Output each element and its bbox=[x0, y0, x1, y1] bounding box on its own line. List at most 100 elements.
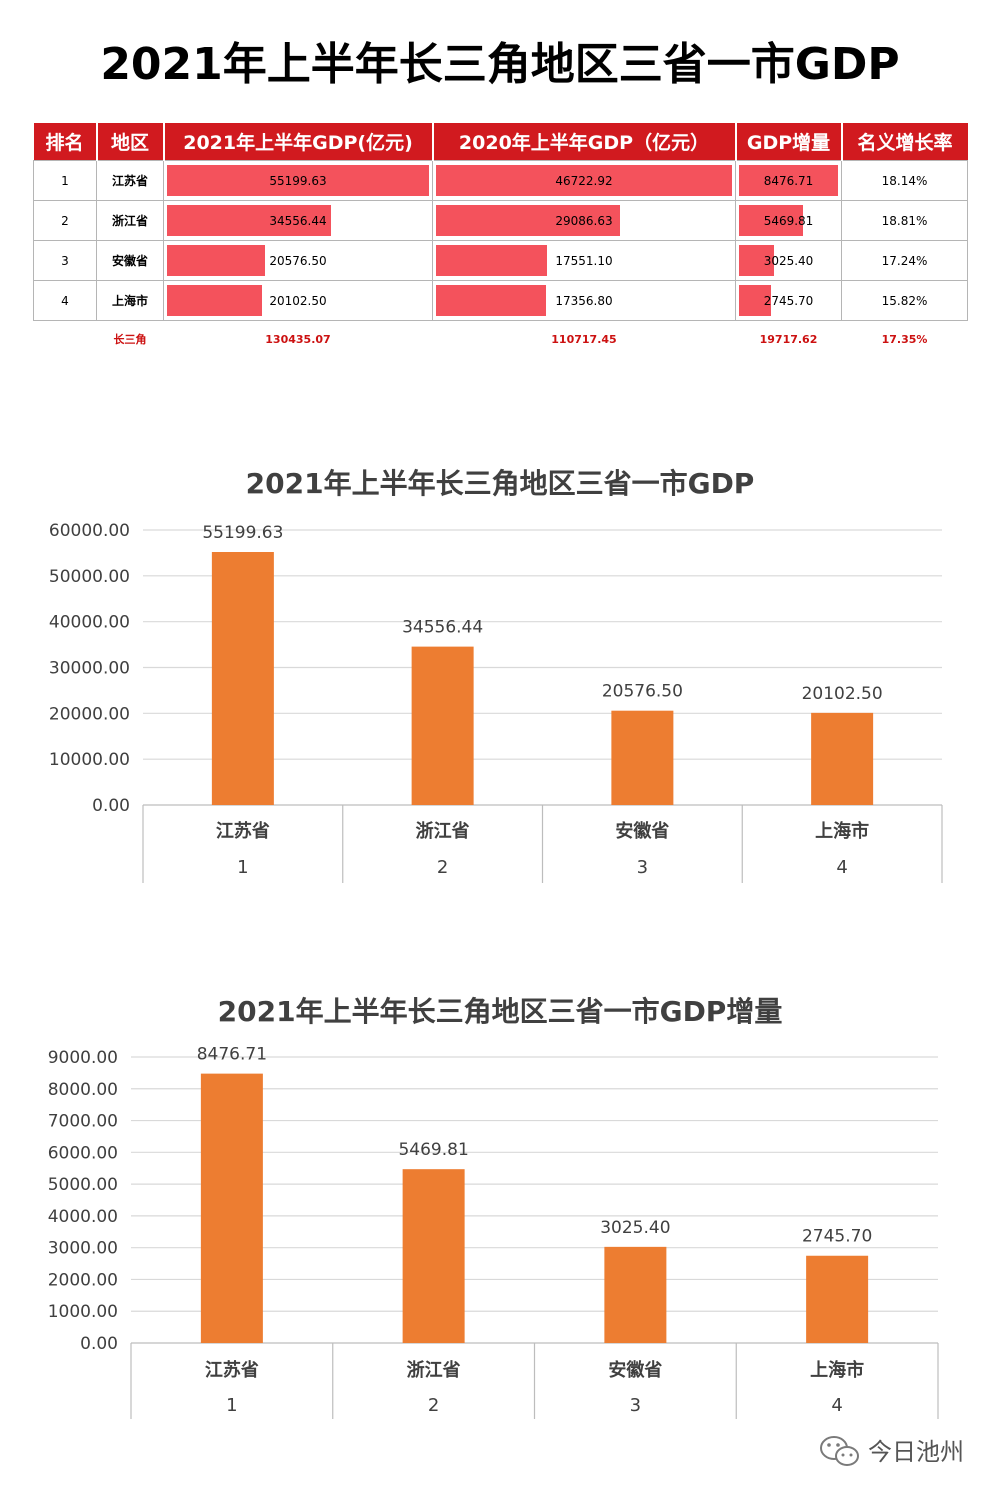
bar bbox=[604, 1246, 667, 1343]
y-tick-label: 7000.00 bbox=[48, 1112, 118, 1132]
y-tick-label: 6000.00 bbox=[48, 1143, 118, 1163]
gdp-2021-data-bar bbox=[167, 205, 332, 236]
bar bbox=[611, 710, 674, 805]
y-tick-label: 20000.00 bbox=[49, 704, 130, 724]
total-increase: 19717.62 bbox=[759, 332, 818, 346]
header-gdp-2020: 2020年上半年GDP（亿元） bbox=[432, 123, 737, 161]
total-gdp-2021: 130435.07 bbox=[265, 332, 331, 346]
gdp-2021-cell: 20102.50 bbox=[163, 280, 433, 321]
header-growth-rate: 名义增长率 bbox=[841, 123, 968, 161]
total-growth: 17.35% bbox=[881, 332, 928, 346]
y-tick-label: 1000.00 bbox=[48, 1302, 118, 1322]
table-row: 2 浙江省 34556.44 29086.63 5469.81 18.81% bbox=[33, 200, 968, 241]
y-tick-label: 3000.00 bbox=[48, 1239, 118, 1259]
gdp-bar-chart: 2021年上半年长三角地区三省一市GDP 0.00 10000.00 20000.00… bbox=[49, 467, 943, 883]
gdp-2020-cell: 17356.80 bbox=[432, 280, 736, 321]
data-label: 20102.50 bbox=[802, 684, 883, 704]
x-subcategory-label: 4 bbox=[831, 1395, 842, 1416]
x-category-label: 江苏省 bbox=[216, 820, 270, 842]
increase-data-bar bbox=[739, 205, 803, 236]
bar bbox=[411, 646, 474, 805]
y-tick-label: 8000.00 bbox=[48, 1080, 118, 1100]
increase-value: 2745.70 bbox=[763, 293, 814, 308]
gdp-2021-data-bar bbox=[167, 285, 263, 316]
y-tick-label: 4000.00 bbox=[48, 1207, 118, 1227]
gdp-2021-value: 55199.63 bbox=[269, 173, 327, 188]
bar bbox=[211, 552, 274, 805]
increase-cell: 8476.71 bbox=[735, 160, 842, 201]
rank-cell: 3 bbox=[33, 240, 97, 281]
bar bbox=[811, 712, 874, 805]
x-category-label: 浙江省 bbox=[407, 1359, 461, 1381]
table-total-row: 长三角 130435.07 110717.45 19717.62 17.35% bbox=[34, 321, 968, 358]
header-gdp-increase: GDP增量 bbox=[735, 123, 843, 161]
gdp-2021-cell: 20576.50 bbox=[163, 240, 433, 281]
total-region-cell: 长三角 bbox=[113, 333, 147, 346]
x-category-label: 上海市 bbox=[815, 820, 869, 842]
data-label: 20576.50 bbox=[602, 682, 683, 702]
growth-cell: 18.14% bbox=[841, 160, 968, 201]
increase-value: 8476.71 bbox=[763, 173, 814, 188]
gdp-2020-cell: 17551.10 bbox=[432, 240, 736, 281]
table-row: 3 安徽省 20576.50 17551.10 3025.40 17.24% bbox=[33, 240, 968, 281]
x-category-label: 安徽省 bbox=[615, 820, 669, 842]
x-category-label: 安徽省 bbox=[608, 1359, 662, 1381]
x-subcategory-label: 2 bbox=[437, 857, 448, 878]
gdp-2020-cell: 46722.92 bbox=[432, 160, 736, 201]
gdp-2020-data-bar bbox=[436, 205, 621, 236]
y-tick-label: 40000.00 bbox=[49, 613, 130, 633]
gdp-increase-bar-chart: 2021年上半年长三角地区三省一市GDP增量 0.00 1000.00 2000.00… bbox=[48, 995, 939, 1419]
total-gdp-2020: 110717.45 bbox=[551, 332, 617, 346]
y-tick-label: 2000.00 bbox=[48, 1270, 118, 1290]
region-cell: 浙江省 bbox=[96, 200, 164, 241]
region-cell: 江苏省 bbox=[96, 160, 164, 201]
increase-cell: 2745.70 bbox=[735, 280, 842, 321]
gdp-2021-value: 20102.50 bbox=[269, 293, 327, 308]
x-subcategory-label: 1 bbox=[237, 857, 248, 878]
gdp-2020-cell: 29086.63 bbox=[432, 200, 736, 241]
region-cell: 上海市 bbox=[96, 280, 164, 321]
data-label: 5469.81 bbox=[398, 1140, 468, 1160]
bar bbox=[402, 1169, 465, 1343]
gdp-2021-cell: 34556.44 bbox=[163, 200, 433, 241]
header-region: 地区 bbox=[96, 123, 165, 161]
y-tick-label: 0.00 bbox=[92, 796, 130, 816]
gdp-2020-data-bar bbox=[436, 165, 732, 196]
page-title: 2021年上半年长三角地区三省一市GDP bbox=[100, 39, 900, 90]
rank-cell: 4 bbox=[33, 280, 97, 321]
increase-data-bar bbox=[739, 285, 772, 316]
rank-cell: 1 bbox=[33, 160, 97, 201]
gdp-2020-data-bar bbox=[436, 245, 548, 276]
total-rank-cell bbox=[34, 321, 97, 358]
y-tick-label: 30000.00 bbox=[49, 659, 130, 679]
data-label: 34556.44 bbox=[402, 618, 483, 638]
growth-cell: 18.81% bbox=[841, 200, 968, 241]
y-tick-label: 5000.00 bbox=[48, 1175, 118, 1195]
data-label: 3025.40 bbox=[600, 1218, 670, 1238]
x-category-label: 江苏省 bbox=[205, 1359, 259, 1381]
x-subcategory-label: 1 bbox=[226, 1395, 237, 1416]
gdp-2021-value: 20576.50 bbox=[269, 253, 327, 268]
increase-cell: 5469.81 bbox=[735, 200, 842, 241]
x-subcategory-label: 3 bbox=[637, 857, 648, 878]
gdp-table: 排名 地区 2021年上半年GDP(亿元) 2020年上半年GDP（亿元） GD… bbox=[33, 123, 968, 357]
increase-cell: 3025.40 bbox=[735, 240, 842, 281]
increase-data-bar bbox=[739, 245, 775, 276]
gdp-2020-value: 46722.92 bbox=[555, 173, 613, 188]
watermark-text: 今日池州 bbox=[868, 1438, 964, 1466]
y-tick-label: 9000.00 bbox=[48, 1048, 118, 1068]
gdp-2021-data-bar bbox=[167, 165, 429, 196]
bar bbox=[200, 1073, 263, 1343]
gdp-2020-data-bar bbox=[436, 285, 546, 316]
gdp-2020-value: 17551.10 bbox=[555, 253, 613, 268]
x-subcategory-label: 3 bbox=[630, 1395, 641, 1416]
y-tick-label: 60000.00 bbox=[49, 521, 130, 541]
increase-value: 5469.81 bbox=[763, 213, 814, 228]
y-tick-label: 0.00 bbox=[80, 1334, 118, 1354]
table-row: 4 上海市 20102.50 17356.80 2745.70 15.82% bbox=[33, 280, 968, 321]
x-subcategory-label: 4 bbox=[836, 857, 847, 878]
wechat-icon bbox=[820, 1436, 859, 1466]
y-tick-label: 10000.00 bbox=[49, 750, 130, 770]
gdp-2021-cell: 55199.63 bbox=[163, 160, 433, 201]
gdp-2020-value: 17356.80 bbox=[555, 293, 613, 308]
